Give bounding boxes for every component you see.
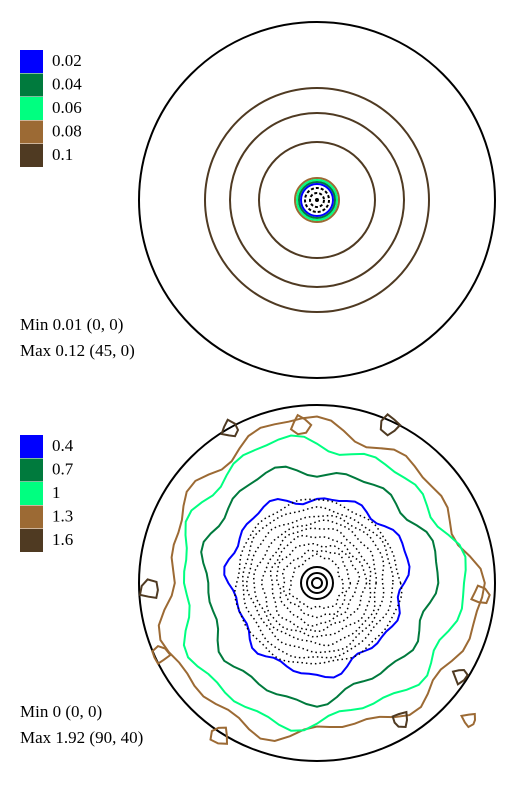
legend-label: 0.04 — [52, 74, 82, 93]
contour — [459, 712, 477, 729]
contour — [229, 112, 405, 288]
contour — [182, 434, 467, 732]
contour — [391, 710, 409, 729]
legend-label: 1.3 — [52, 506, 73, 525]
inner-contour — [282, 549, 352, 619]
inner-contour — [252, 519, 377, 647]
min-text: Min 0.01 (0, 0) — [20, 315, 123, 334]
center-dot — [315, 198, 319, 202]
legend-label: 0.08 — [52, 121, 82, 140]
legend-swatch — [20, 435, 43, 458]
legend-label: 0.4 — [52, 436, 74, 455]
contour — [289, 413, 313, 436]
legend-swatch — [20, 50, 43, 73]
contour — [200, 465, 440, 708]
contour — [470, 584, 491, 605]
contour — [204, 87, 430, 313]
max-text: Max 1.92 (90, 40) — [20, 728, 143, 747]
contour — [209, 726, 229, 745]
inner-contour — [245, 514, 385, 654]
figure-boundary — [138, 404, 496, 762]
inner-contour — [260, 527, 372, 638]
legend-label: 1 — [52, 483, 61, 502]
legend-label: 0.1 — [52, 145, 73, 164]
contour — [258, 141, 376, 259]
inner-contour — [288, 553, 344, 610]
legend-swatch — [20, 144, 43, 167]
inner-contour — [275, 542, 361, 627]
contour — [223, 497, 411, 679]
min-text: Min 0 (0, 0) — [20, 702, 102, 721]
inner-contour — [304, 187, 330, 213]
legend-swatch — [20, 482, 43, 505]
legend-swatch — [20, 73, 43, 97]
legend-swatch — [20, 505, 43, 529]
contour — [296, 179, 338, 221]
inner-contour — [306, 572, 328, 594]
legend-label: 0.06 — [52, 98, 82, 117]
inner-contour — [300, 566, 334, 600]
contour — [300, 183, 334, 217]
figure-boundary — [138, 21, 496, 379]
inner-contour — [309, 192, 325, 208]
max-text: Max 0.12 (45, 0) — [20, 341, 135, 360]
inner-contour — [234, 498, 403, 665]
contour — [298, 181, 336, 219]
legend-label: 0.7 — [52, 459, 74, 478]
contour — [379, 413, 402, 437]
inner-contour — [269, 534, 368, 633]
legend-label: 1.6 — [52, 530, 73, 549]
legend-swatch — [20, 97, 43, 120]
contour — [157, 415, 486, 743]
inner-contour — [242, 506, 394, 659]
inner-contour — [311, 577, 323, 589]
contour — [451, 668, 469, 686]
legend-swatch — [20, 120, 43, 144]
legend-swatch — [20, 529, 43, 552]
contour — [138, 578, 159, 600]
contour — [151, 644, 172, 666]
contour — [294, 177, 340, 223]
contour — [220, 418, 240, 438]
legend-swatch — [20, 458, 43, 482]
legend-label: 0.02 — [52, 51, 82, 70]
